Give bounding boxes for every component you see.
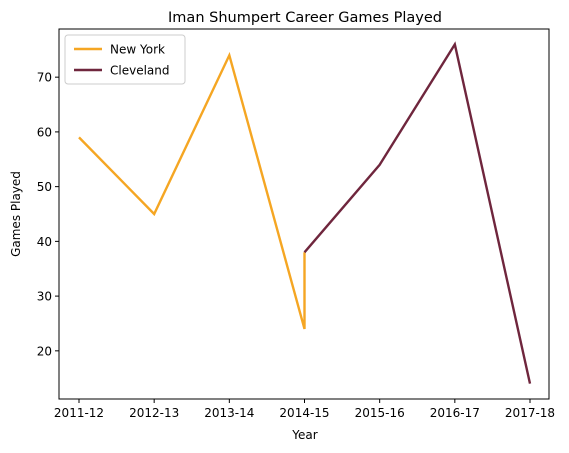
y-tick-label-50: 50: [37, 180, 52, 194]
x-tick-label-2016-17: 2016-17: [430, 406, 480, 420]
series-line-cleveland: [303, 41, 532, 384]
x-tick-label-2017-18: 2017-18: [505, 406, 555, 420]
x-tick-label-2011-12: 2011-12: [54, 406, 104, 420]
x-tick-label-2015-16: 2015-16: [355, 406, 405, 420]
y-tick-label-60: 60: [37, 125, 52, 139]
y-tick-label-40: 40: [37, 235, 52, 249]
y-axis-label: Games Played: [9, 171, 23, 257]
legend-box: [64, 34, 186, 85]
series-layer: [78, 41, 532, 384]
legend: New York Cleveland: [64, 34, 186, 85]
y-tick-label-70: 70: [37, 71, 52, 85]
x-axis: 2011-12 2012-13 2013-14 2014-15 2015-16 2016-…: [54, 399, 555, 420]
x-axis-label: Year: [291, 428, 317, 442]
x-tick-label-2014-15: 2014-15: [279, 406, 329, 420]
y-axis: 20 30 40 50 60 70: [37, 71, 59, 358]
legend-label-new-york: New York: [110, 43, 165, 57]
x-tick-label-2013-14: 2013-14: [204, 406, 254, 420]
chart-title: Iman Shumpert Career Games Played: [168, 10, 442, 26]
x-tick-label-2012-13: 2012-13: [129, 406, 179, 420]
y-tick-label-30: 30: [37, 290, 52, 304]
y-tick-label-20: 20: [37, 344, 52, 358]
series-line-new-york: [78, 51, 306, 330]
legend-label-cleveland: Cleveland: [110, 64, 170, 78]
